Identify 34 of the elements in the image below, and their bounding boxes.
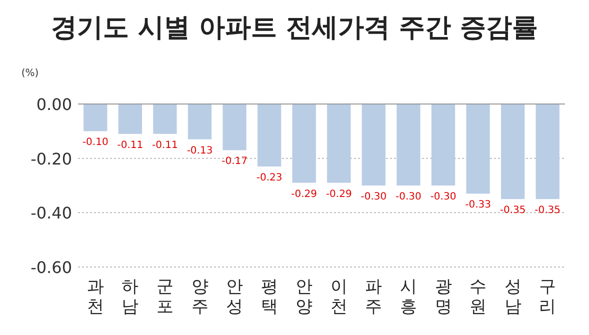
x-tick-label: 구리: [539, 277, 556, 317]
data-label: -0.30: [430, 192, 456, 202]
x-tick-label: 이천: [330, 277, 348, 317]
y-tick-label: 0.00: [36, 95, 72, 114]
data-label: -0.29: [326, 188, 352, 200]
data-label: -0.13: [186, 145, 213, 156]
x-tick-label: 광명: [434, 277, 452, 317]
data-label: -0.11: [152, 140, 178, 151]
data-label: -0.30: [396, 192, 422, 202]
y-tick-label: -0.40: [30, 204, 72, 223]
y-axis-title: (%): [21, 68, 39, 79]
x-tick-label: 안성: [226, 277, 244, 317]
x-tick-label: 양주: [191, 277, 208, 317]
chart-title: 경기도 시별 아파트 전세가격 주간 증감률: [50, 13, 538, 43]
x-tick-label: 과천: [86, 277, 104, 317]
x-tick-label: 군포: [156, 277, 174, 317]
x-tick-label: 안양: [296, 277, 313, 317]
data-label: -0.29: [291, 188, 318, 200]
data-label: -0.30: [360, 192, 387, 202]
y-tick-label: -0.60: [30, 258, 72, 277]
x-tick-label: 파주: [365, 277, 382, 317]
data-label: -0.17: [222, 156, 248, 168]
data-label: -0.35: [534, 205, 561, 216]
x-tick-label: 하남: [122, 277, 139, 317]
data-label: -0.11: [117, 140, 144, 151]
data-label: -0.23: [256, 172, 282, 184]
x-tick-label: 수원: [470, 277, 487, 317]
x-tick-label: 시흥: [400, 277, 417, 317]
data-label: -0.10: [82, 137, 108, 148]
x-tick-label: 성남: [504, 277, 522, 317]
data-label: -0.35: [500, 205, 526, 216]
x-tick-label: 평택: [260, 277, 278, 317]
data-label: -0.33: [465, 200, 491, 211]
y-tick-label: -0.20: [30, 149, 72, 168]
